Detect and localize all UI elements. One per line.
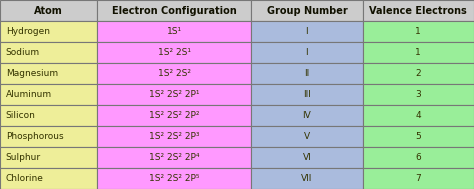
Text: 1S² 2S² 2P¹: 1S² 2S² 2P¹ xyxy=(149,90,200,99)
Bar xyxy=(0,84,97,105)
Text: 6: 6 xyxy=(415,153,421,162)
Text: 1S² 2S¹: 1S² 2S¹ xyxy=(158,48,191,57)
Bar xyxy=(0,0,97,21)
Text: 1: 1 xyxy=(415,27,421,36)
Bar xyxy=(0,42,97,63)
Bar xyxy=(363,105,474,126)
Bar xyxy=(97,0,251,21)
Text: II: II xyxy=(304,69,310,78)
Bar xyxy=(251,84,363,105)
Text: V: V xyxy=(304,132,310,141)
Bar xyxy=(97,63,251,84)
Bar xyxy=(251,105,363,126)
Text: Hydrogen: Hydrogen xyxy=(6,27,50,36)
Text: 1S² 2S²: 1S² 2S² xyxy=(158,69,191,78)
Text: I: I xyxy=(306,48,308,57)
Bar xyxy=(0,105,97,126)
Bar xyxy=(363,42,474,63)
Bar xyxy=(251,147,363,168)
Bar xyxy=(251,21,363,42)
Text: Valence Electrons: Valence Electrons xyxy=(369,5,467,15)
Text: Chlorine: Chlorine xyxy=(6,174,44,183)
Bar xyxy=(97,84,251,105)
Text: 1S¹: 1S¹ xyxy=(167,27,182,36)
Text: 2: 2 xyxy=(416,69,421,78)
Bar xyxy=(363,21,474,42)
Bar xyxy=(363,84,474,105)
Bar xyxy=(97,168,251,189)
Bar xyxy=(251,126,363,147)
Bar xyxy=(0,168,97,189)
Text: 1S² 2S² 2P²: 1S² 2S² 2P² xyxy=(149,111,200,120)
Bar xyxy=(97,21,251,42)
Text: 1S² 2S² 2P³: 1S² 2S² 2P³ xyxy=(149,132,200,141)
Text: Electron Configuration: Electron Configuration xyxy=(112,5,237,15)
Text: I: I xyxy=(306,27,308,36)
Text: Sodium: Sodium xyxy=(6,48,40,57)
Text: Atom: Atom xyxy=(34,5,63,15)
Text: 5: 5 xyxy=(415,132,421,141)
Text: Phosphorous: Phosphorous xyxy=(6,132,64,141)
Text: Silicon: Silicon xyxy=(6,111,36,120)
Bar xyxy=(363,0,474,21)
Text: 1: 1 xyxy=(415,48,421,57)
Bar xyxy=(0,126,97,147)
Bar xyxy=(0,63,97,84)
Text: 4: 4 xyxy=(416,111,421,120)
Bar xyxy=(251,168,363,189)
Text: III: III xyxy=(303,90,311,99)
Text: Magnesium: Magnesium xyxy=(6,69,58,78)
Text: 1S² 2S² 2P⁴: 1S² 2S² 2P⁴ xyxy=(149,153,200,162)
Text: Sulphur: Sulphur xyxy=(6,153,41,162)
Bar xyxy=(251,63,363,84)
Bar xyxy=(97,42,251,63)
Bar xyxy=(251,0,363,21)
Bar xyxy=(97,126,251,147)
Text: VII: VII xyxy=(301,174,312,183)
Bar xyxy=(97,105,251,126)
Bar xyxy=(251,42,363,63)
Bar xyxy=(363,126,474,147)
Text: IV: IV xyxy=(302,111,311,120)
Bar xyxy=(0,21,97,42)
Text: Group Number: Group Number xyxy=(266,5,347,15)
Text: 3: 3 xyxy=(415,90,421,99)
Bar xyxy=(97,147,251,168)
Text: Aluminum: Aluminum xyxy=(6,90,52,99)
Bar xyxy=(363,63,474,84)
Bar xyxy=(0,147,97,168)
Text: 7: 7 xyxy=(415,174,421,183)
Bar xyxy=(363,147,474,168)
Text: 1S² 2S² 2P⁵: 1S² 2S² 2P⁵ xyxy=(149,174,200,183)
Bar xyxy=(363,168,474,189)
Text: VI: VI xyxy=(302,153,311,162)
